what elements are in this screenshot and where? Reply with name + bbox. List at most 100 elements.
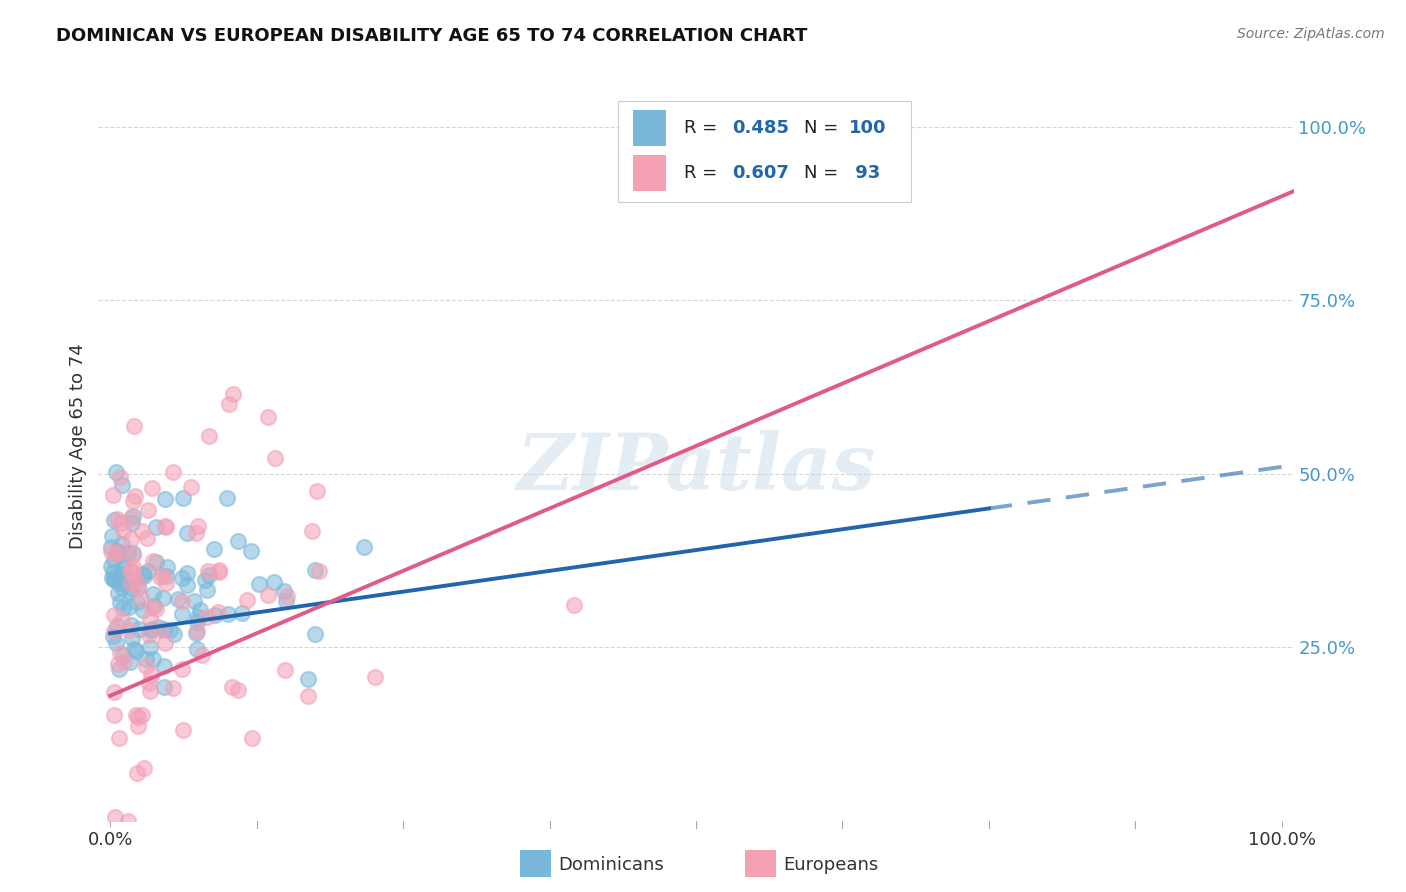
Text: R =: R = <box>685 119 723 136</box>
Point <box>135 659 157 673</box>
Point <box>118 623 141 637</box>
Point <box>135 532 157 546</box>
Point <box>195 583 218 598</box>
Point <box>273 583 295 598</box>
Point <box>103 608 125 623</box>
Point <box>145 555 167 569</box>
Point <box>120 581 142 595</box>
Point <box>256 588 278 602</box>
Point <box>276 589 298 603</box>
Point <box>101 529 124 543</box>
Y-axis label: Disability Age 65 to 74: Disability Age 65 to 74 <box>69 343 87 549</box>
Point <box>127 719 149 733</box>
Point <box>139 684 162 698</box>
Point <box>172 607 194 621</box>
Point <box>100 559 122 574</box>
Point <box>132 567 155 582</box>
Point <box>117 546 139 560</box>
Text: N =: N = <box>804 163 844 181</box>
Point <box>226 534 249 549</box>
Point <box>111 580 134 594</box>
Point <box>127 580 149 594</box>
Point <box>297 689 319 703</box>
Point <box>186 625 208 640</box>
Point <box>121 532 143 546</box>
Point <box>127 710 149 724</box>
Point <box>153 491 176 506</box>
Point <box>134 569 156 583</box>
Point <box>131 524 153 539</box>
Point <box>207 605 229 619</box>
Point <box>121 632 143 646</box>
Point <box>153 636 176 650</box>
Point <box>112 601 135 615</box>
Point <box>186 642 208 657</box>
Point <box>120 618 142 632</box>
Point <box>231 606 253 620</box>
Point <box>111 478 134 492</box>
Text: 0.607: 0.607 <box>733 163 789 181</box>
Point <box>208 563 231 577</box>
Point <box>195 610 218 624</box>
Text: 0.485: 0.485 <box>733 119 789 136</box>
Point <box>162 681 184 695</box>
Point <box>153 519 176 533</box>
Point <box>148 620 170 634</box>
Point <box>101 565 124 579</box>
Point <box>138 502 160 516</box>
Point <box>141 667 163 681</box>
Point <box>124 419 146 434</box>
Point <box>103 552 125 566</box>
Point <box>364 670 387 684</box>
Point <box>104 574 127 588</box>
Point <box>108 595 131 609</box>
Point <box>107 731 129 745</box>
FancyBboxPatch shape <box>619 102 911 202</box>
Point <box>122 565 145 579</box>
Point <box>217 607 239 621</box>
Point <box>159 623 181 637</box>
Text: ZIPatlas: ZIPatlas <box>516 430 876 507</box>
Point <box>194 573 217 587</box>
Point <box>142 651 165 665</box>
Text: 93: 93 <box>849 163 880 181</box>
Text: Dominicans: Dominicans <box>558 856 664 874</box>
Point <box>110 516 132 530</box>
Point <box>110 469 132 483</box>
Point <box>105 544 128 558</box>
Text: Europeans: Europeans <box>783 856 879 874</box>
Point <box>186 615 208 630</box>
Point <box>308 564 330 578</box>
Point <box>110 576 132 591</box>
Point <box>138 628 160 642</box>
Point <box>105 619 128 633</box>
Point <box>125 574 148 588</box>
Point <box>197 565 219 579</box>
Point <box>107 586 129 600</box>
Point <box>100 540 122 554</box>
Point <box>297 673 319 687</box>
Point <box>152 658 174 673</box>
Point <box>124 490 146 504</box>
Point <box>562 599 585 613</box>
Point <box>274 663 297 677</box>
Point <box>150 624 173 638</box>
Point <box>186 624 208 638</box>
Point <box>122 508 145 523</box>
Point <box>208 565 231 579</box>
Point <box>108 572 131 586</box>
Point <box>103 685 125 699</box>
Point <box>170 571 193 585</box>
Point <box>187 609 209 624</box>
Point <box>204 607 226 622</box>
Point <box>176 526 198 541</box>
Point <box>222 387 245 401</box>
Point <box>111 613 134 627</box>
Point <box>111 537 134 551</box>
Point <box>105 511 128 525</box>
Point <box>122 546 145 560</box>
Point <box>172 491 194 505</box>
Point <box>132 603 155 617</box>
Point <box>183 594 205 608</box>
Point <box>162 465 184 479</box>
